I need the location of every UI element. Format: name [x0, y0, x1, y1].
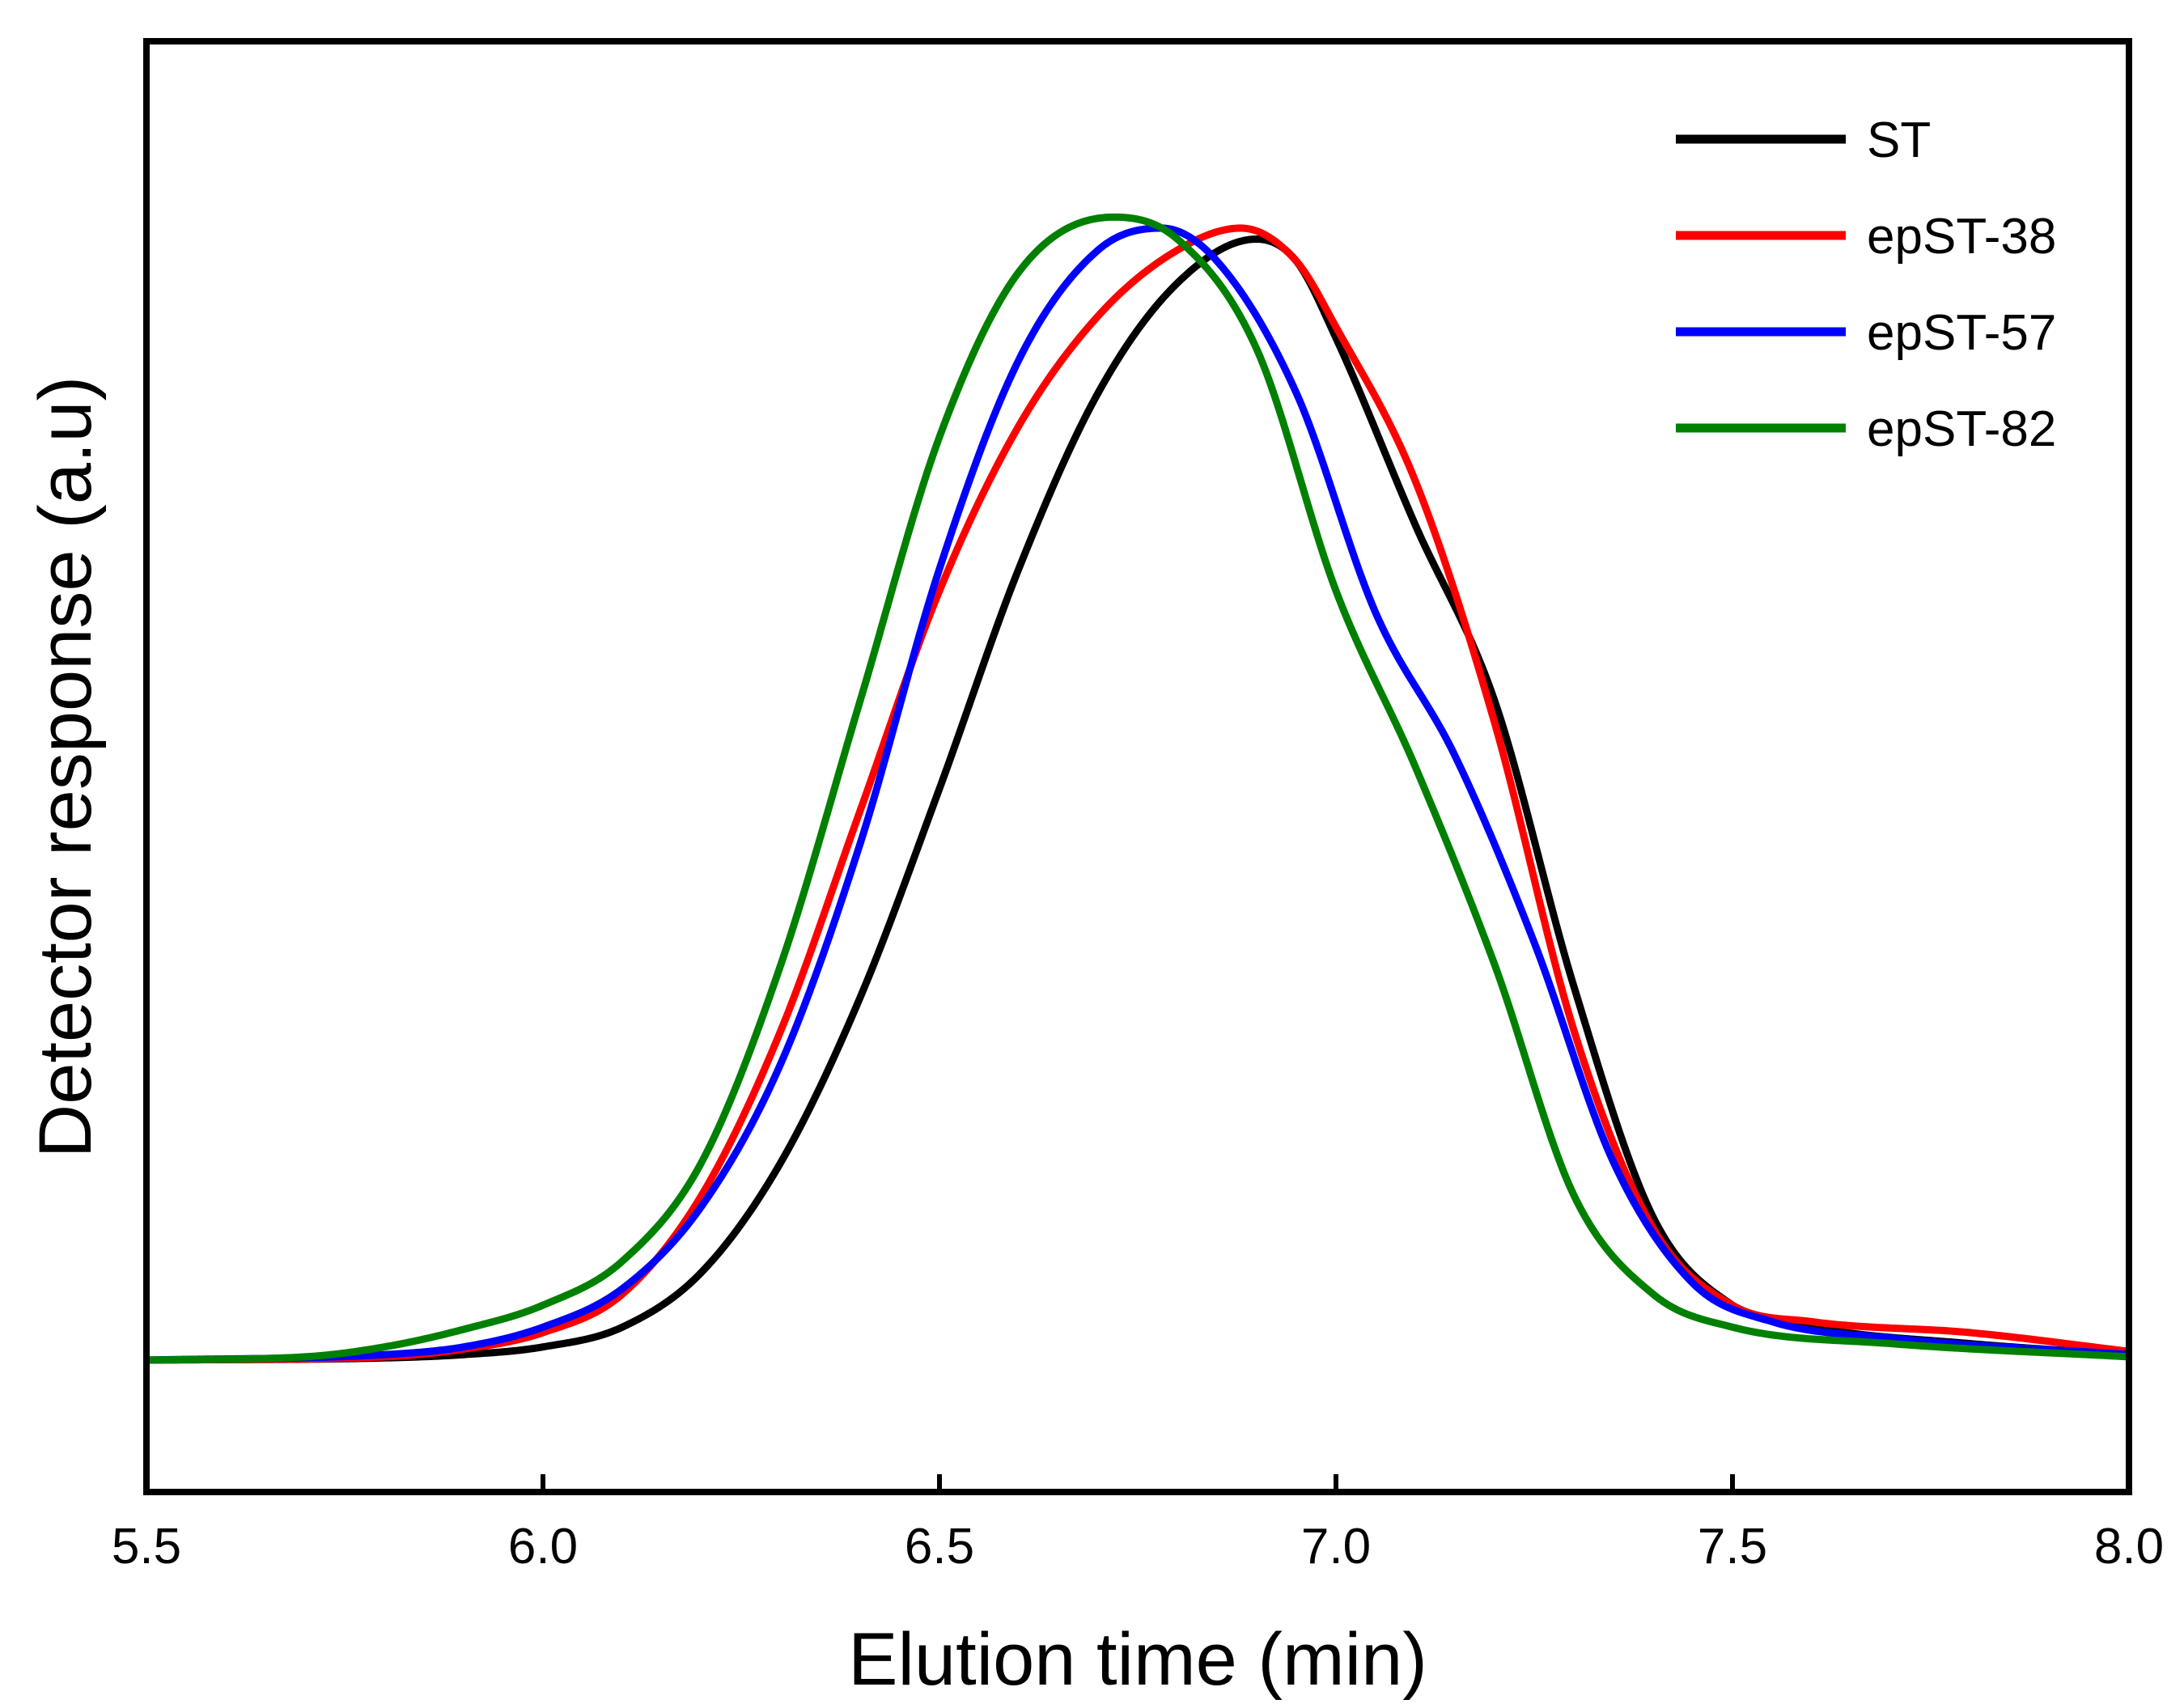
legend-label-epst-82: epST-82 [1867, 401, 2056, 457]
legend-label-epst-57: epST-57 [1867, 305, 2056, 361]
x-axis-ticks: 5.5 6.0 6.5 7.0 7.5 8.0 [112, 1474, 2164, 1575]
y-axis-title: Detector response (a.u) [24, 376, 107, 1158]
series-line-epst-57 [146, 224, 2129, 1364]
x-tick-label: 6.0 [508, 1519, 578, 1575]
x-tick-label: 7.5 [1698, 1519, 1767, 1575]
legend-label-st: ST [1867, 112, 1931, 168]
x-tick-label: 8.0 [2094, 1519, 2164, 1575]
x-tick-label: 5.5 [112, 1519, 181, 1575]
plot-frame [143, 38, 2132, 1495]
x-tick-label: 7.0 [1301, 1519, 1371, 1575]
series-layer [146, 213, 2129, 1364]
series-line-epst-82 [146, 213, 2129, 1364]
legend: ST epST-38 epST-57 epST-82 [1676, 112, 2056, 457]
x-axis-title: Elution time (min) [848, 1618, 1427, 1701]
legend-label-epst-38: epST-38 [1867, 209, 2056, 265]
x-tick-label: 6.5 [905, 1519, 974, 1575]
